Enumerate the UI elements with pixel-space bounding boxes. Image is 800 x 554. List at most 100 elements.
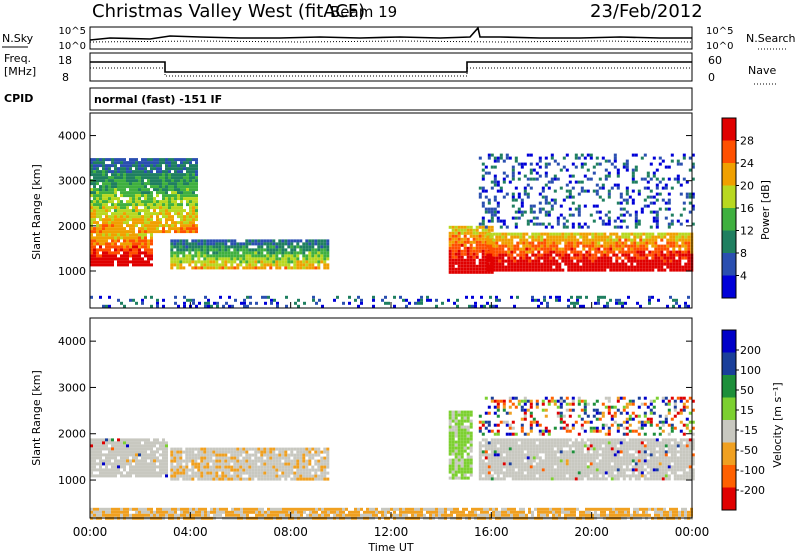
echo-cell (561, 238, 565, 242)
echo-cell (206, 242, 210, 246)
echo-cell (114, 444, 117, 448)
echo-cell (538, 210, 542, 214)
echo-cell (182, 239, 186, 243)
echo-cell (326, 251, 330, 255)
echo-cell (559, 477, 563, 481)
echo-cell (195, 230, 198, 234)
echo-cell (540, 256, 544, 260)
echo-cell (248, 447, 252, 451)
echo-cell (141, 233, 144, 237)
echo-cell (571, 462, 575, 466)
echo-cell (135, 465, 138, 469)
echo-cell (571, 174, 575, 178)
echo-cell (598, 186, 602, 190)
echo-cell (207, 304, 210, 308)
echo-cell (601, 459, 605, 463)
echo-cell (490, 180, 494, 184)
echo-cell (257, 251, 261, 255)
echo-cell (610, 444, 614, 448)
echo-cell (579, 268, 583, 272)
echo-cell (531, 247, 535, 251)
echo-cell (224, 453, 228, 457)
echo-cell (573, 247, 577, 251)
echo-cell (135, 450, 138, 454)
echo-cell (463, 449, 467, 453)
echo-cell (556, 477, 560, 481)
echo-cell (529, 453, 533, 457)
echo-cell (463, 261, 467, 265)
echo-cell (254, 453, 258, 457)
echo-cell (493, 156, 497, 160)
echo-cell (672, 256, 676, 260)
echo-cell (484, 471, 488, 475)
echo-cell (132, 218, 135, 222)
echo-cell (123, 447, 126, 451)
echo-cell (616, 462, 620, 466)
echo-cell (510, 268, 514, 272)
echo-cell (105, 197, 108, 201)
echo-cell (657, 247, 661, 251)
echo-cell (478, 465, 482, 469)
echo-cell (317, 254, 321, 258)
echo-cell (153, 438, 156, 442)
echo-cell (117, 257, 120, 261)
echo-cell (646, 438, 650, 442)
echo-cell (159, 447, 162, 451)
echo-cell (517, 207, 521, 211)
echo-cell (607, 174, 611, 178)
echo-cell (117, 263, 120, 267)
echo-cell (622, 198, 626, 202)
echo-cell (177, 304, 180, 308)
echo-cell (448, 246, 452, 250)
echo-cell (640, 471, 644, 475)
echo-cell (135, 459, 138, 463)
echo-cell (514, 156, 518, 160)
echo-cell (564, 250, 568, 254)
beam-title: Beam 19 (330, 3, 397, 21)
echo-cell (454, 237, 458, 241)
echo-cell (308, 242, 312, 246)
echo-cell (682, 201, 686, 205)
echo-cell (93, 236, 96, 240)
echo-cell (132, 251, 135, 255)
echo-cell (463, 234, 467, 238)
echo-cell (555, 232, 559, 236)
echo-cell (218, 257, 222, 261)
echo-cell (463, 446, 467, 450)
echo-cell (520, 165, 524, 169)
echo-cell (616, 447, 620, 451)
echo-cell (114, 194, 117, 198)
echo-cell (582, 244, 586, 248)
echo-cell (257, 447, 261, 451)
echo-cell (600, 256, 604, 260)
echo-cell (168, 203, 171, 207)
echo-cell (667, 192, 671, 196)
echo-cell (496, 453, 500, 457)
echo-cell (308, 453, 312, 457)
echo-cell (242, 459, 246, 463)
echo-cell (655, 210, 659, 214)
echo-cell (120, 301, 123, 305)
echo-cell (260, 266, 264, 270)
echo-cell (126, 245, 129, 249)
echo-cell (141, 257, 144, 261)
echo-cell (176, 468, 180, 472)
echo-cell (565, 219, 569, 223)
echo-cell (675, 268, 679, 272)
echo-cell (555, 244, 559, 248)
echo-cell (159, 218, 162, 222)
echo-cell (299, 450, 303, 454)
echo-cell (592, 468, 596, 472)
echo-cell (682, 153, 686, 157)
echo-cell (153, 474, 156, 478)
echo-cell (475, 249, 479, 253)
echo-cell (487, 477, 491, 481)
echo-cell (502, 477, 506, 481)
echo-cell (501, 238, 505, 242)
echo-cell (576, 262, 580, 266)
echo-cell (597, 301, 600, 305)
echo-cell (387, 301, 390, 305)
echo-cell (102, 260, 105, 264)
echo-cell (609, 241, 613, 245)
echo-cell (570, 241, 574, 245)
